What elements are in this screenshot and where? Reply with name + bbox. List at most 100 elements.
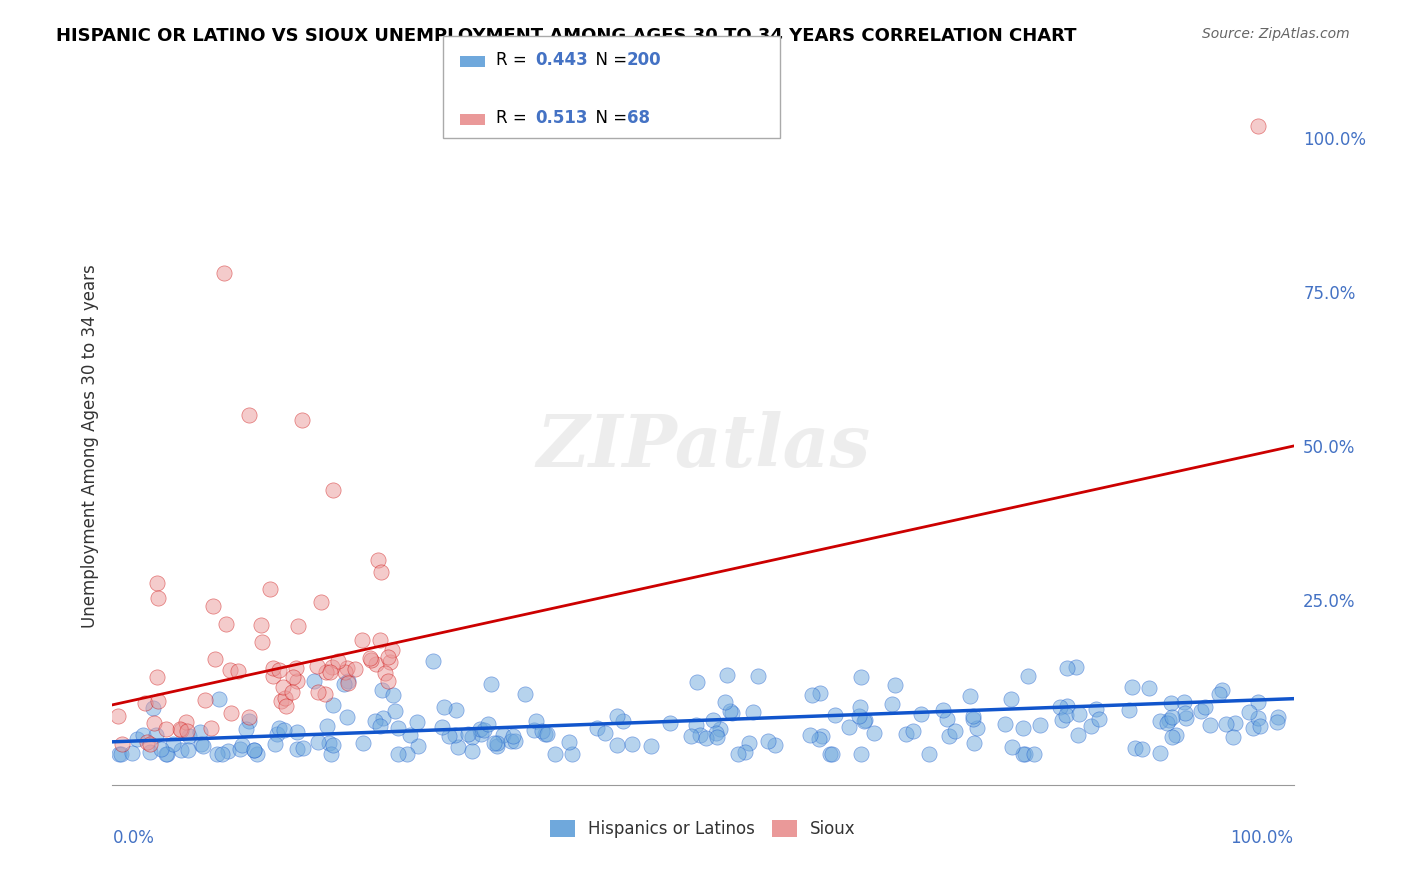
Point — [208, 692, 231, 706]
Point — [544, 747, 567, 761]
Point — [811, 729, 834, 743]
Point — [938, 729, 960, 743]
Point — [238, 714, 260, 729]
Point — [155, 722, 177, 736]
Point — [193, 693, 215, 707]
Point — [146, 591, 169, 606]
Point — [503, 734, 526, 748]
Point — [1000, 691, 1022, 706]
Point — [377, 673, 399, 688]
Point — [1159, 713, 1181, 727]
Point — [824, 708, 846, 723]
Point — [433, 699, 456, 714]
Point — [316, 718, 339, 732]
Text: ZIPatlas: ZIPatlas — [536, 410, 870, 482]
Point — [217, 744, 239, 758]
Point — [884, 678, 907, 692]
Point — [702, 713, 724, 727]
Point — [138, 745, 160, 759]
Point — [250, 634, 273, 648]
Point — [1149, 714, 1171, 728]
Point — [1130, 742, 1153, 756]
Text: 0.513: 0.513 — [536, 109, 588, 127]
Point — [281, 670, 304, 684]
Point — [291, 740, 314, 755]
Text: 0.0%: 0.0% — [112, 829, 155, 847]
Point — [336, 710, 359, 724]
Point — [142, 700, 165, 714]
Point — [437, 729, 460, 743]
Point — [640, 739, 662, 753]
Text: 68: 68 — [627, 109, 650, 127]
Point — [384, 704, 406, 718]
Point — [962, 709, 984, 723]
Point — [259, 582, 281, 596]
Point — [145, 575, 167, 590]
Point — [398, 727, 420, 741]
Point — [492, 728, 515, 742]
Point — [430, 720, 453, 734]
Point — [321, 660, 343, 674]
Point — [910, 706, 932, 721]
Point — [485, 739, 508, 753]
Point — [315, 665, 337, 679]
Point — [482, 736, 505, 750]
Point — [621, 737, 644, 751]
Point — [606, 709, 628, 723]
Point — [291, 413, 314, 427]
Point — [262, 669, 284, 683]
Point — [685, 718, 707, 732]
Point — [443, 727, 465, 741]
Point — [801, 688, 824, 702]
Point — [536, 727, 558, 741]
Point — [849, 747, 872, 761]
Point — [364, 714, 387, 728]
Point — [307, 685, 329, 699]
Point — [406, 739, 429, 753]
Point — [1225, 716, 1247, 731]
Point — [280, 685, 302, 699]
Point — [368, 719, 391, 733]
Point — [586, 721, 609, 735]
Point — [917, 747, 939, 761]
Point — [679, 729, 702, 743]
Point — [360, 653, 382, 667]
Text: 200: 200 — [627, 51, 662, 69]
Point — [205, 747, 228, 761]
Point — [370, 682, 392, 697]
Point — [243, 743, 266, 757]
Point — [849, 700, 872, 714]
Point — [709, 722, 731, 736]
Point — [368, 633, 391, 648]
Point — [756, 733, 779, 747]
Point — [176, 743, 198, 757]
Point — [853, 714, 876, 728]
Point — [387, 747, 409, 761]
Point — [560, 747, 582, 761]
Point — [322, 698, 344, 712]
Legend: Hispanics or Latinos, Sioux: Hispanics or Latinos, Sioux — [543, 813, 863, 845]
Point — [1247, 696, 1270, 710]
Point — [326, 654, 349, 668]
Point — [742, 706, 765, 720]
Point — [382, 688, 405, 702]
Point — [502, 729, 524, 743]
Point — [1161, 730, 1184, 744]
Point — [714, 695, 737, 709]
Text: N =: N = — [585, 51, 633, 69]
Point — [274, 698, 297, 713]
Point — [262, 661, 284, 675]
Point — [896, 727, 918, 741]
Point — [170, 743, 193, 757]
Point — [285, 742, 308, 756]
Point — [1149, 746, 1171, 760]
Point — [818, 747, 841, 761]
Text: R =: R = — [496, 109, 533, 127]
Point — [319, 747, 342, 761]
Point — [513, 687, 536, 701]
Point — [311, 595, 333, 609]
Point — [238, 709, 260, 723]
Text: HISPANIC OR LATINO VS SIOUX UNEMPLOYMENT AMONG AGES 30 TO 34 YEARS CORRELATION C: HISPANIC OR LATINO VS SIOUX UNEMPLOYMENT… — [56, 27, 1077, 45]
Point — [457, 727, 479, 741]
Point — [155, 747, 177, 761]
